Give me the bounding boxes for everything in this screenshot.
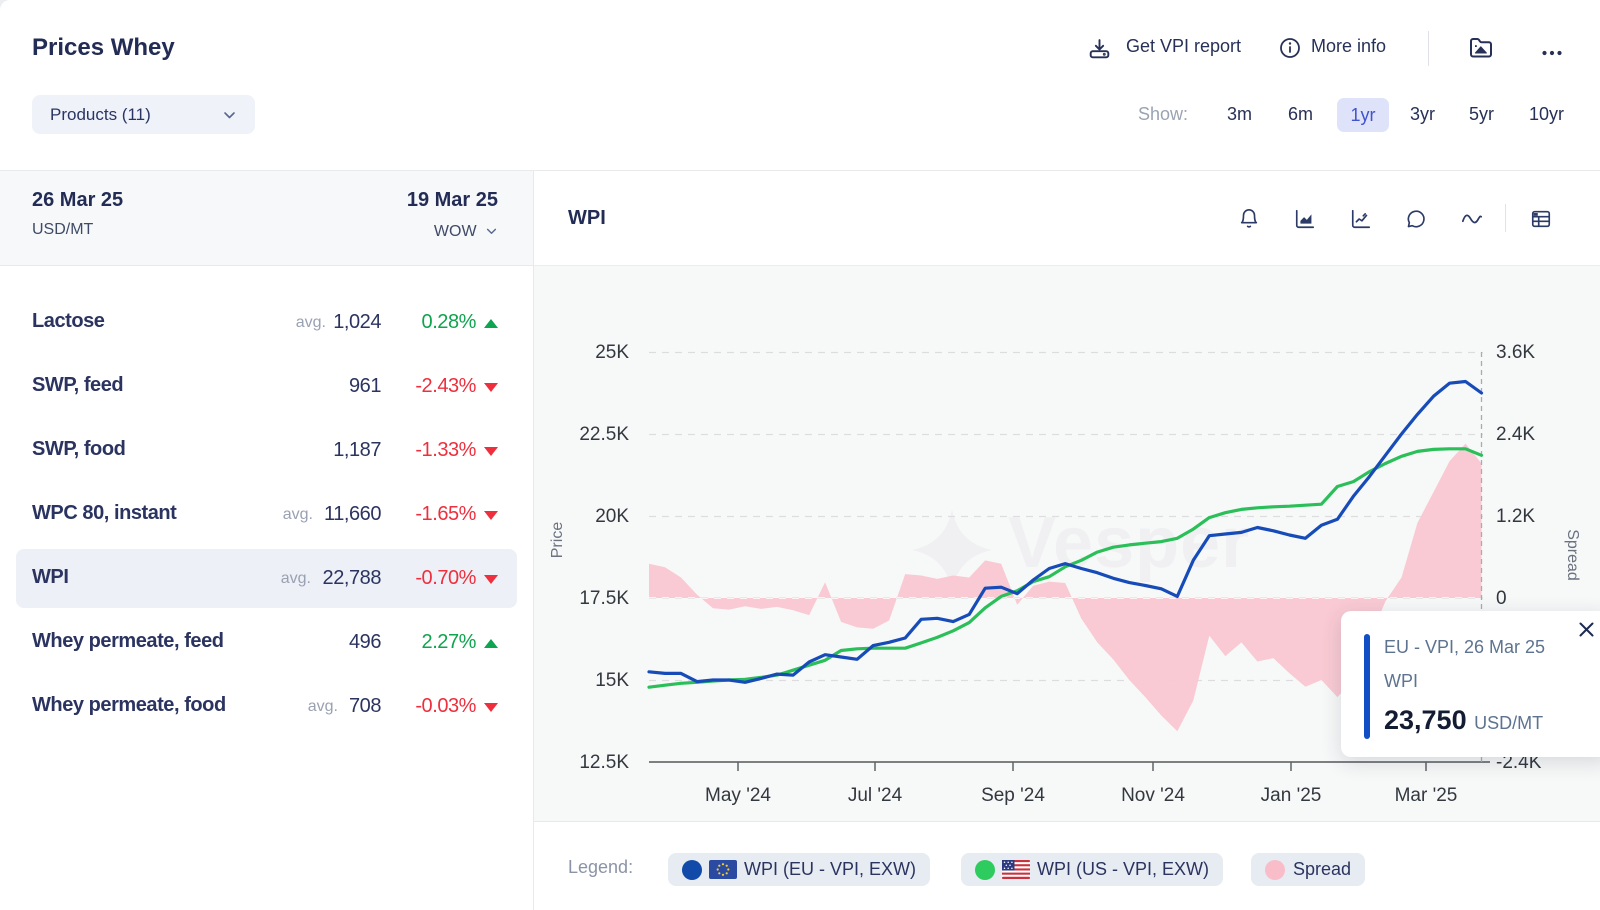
svg-text:0: 0 <box>1496 588 1507 609</box>
svg-text:12.5K: 12.5K <box>579 752 629 773</box>
svg-text:Jul '24: Jul '24 <box>848 785 903 806</box>
svg-text:20K: 20K <box>595 506 629 527</box>
svg-text:-2.4K: -2.4K <box>1496 752 1542 773</box>
svg-text:Mar '25: Mar '25 <box>1395 785 1458 806</box>
svg-text:Nov '24: Nov '24 <box>1121 785 1185 806</box>
svg-text:May '24: May '24 <box>705 785 771 806</box>
svg-text:Price: Price <box>549 522 566 559</box>
svg-text:25K: 25K <box>595 342 629 363</box>
svg-text:15K: 15K <box>595 670 629 691</box>
svg-text:17.5K: 17.5K <box>579 588 629 609</box>
svg-text:Jan '25: Jan '25 <box>1261 785 1322 806</box>
svg-text:22.5K: 22.5K <box>579 424 629 445</box>
svg-text:Spread: Spread <box>1564 529 1581 581</box>
svg-text:3.6K: 3.6K <box>1496 342 1535 363</box>
svg-text:Sep '24: Sep '24 <box>981 785 1045 806</box>
svg-text:2.4K: 2.4K <box>1496 424 1535 445</box>
svg-text:1.2K: 1.2K <box>1496 506 1535 527</box>
